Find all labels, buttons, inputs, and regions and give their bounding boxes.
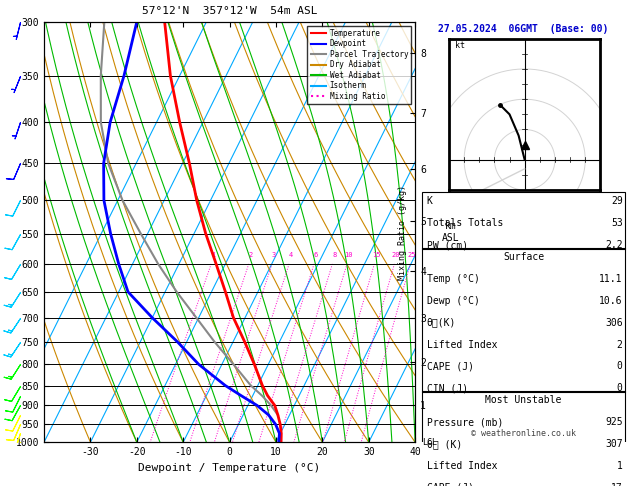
Text: CAPE (J): CAPE (J) <box>426 483 474 486</box>
Text: Lifted Index: Lifted Index <box>426 340 497 349</box>
Text: θᴁ(K): θᴁ(K) <box>426 318 456 328</box>
Text: 25: 25 <box>408 252 416 258</box>
Text: PW (cm): PW (cm) <box>426 240 468 250</box>
Text: Lifted Index: Lifted Index <box>426 461 497 471</box>
Text: 1: 1 <box>211 252 215 258</box>
Text: Surface: Surface <box>503 252 544 262</box>
Text: CAPE (J): CAPE (J) <box>426 362 474 371</box>
Text: 6: 6 <box>314 252 318 258</box>
Text: 2: 2 <box>248 252 253 258</box>
Text: 306: 306 <box>605 318 623 328</box>
Text: LCL: LCL <box>422 438 437 447</box>
Text: Mixing Ratio (g/kg): Mixing Ratio (g/kg) <box>398 185 407 279</box>
Text: 10.6: 10.6 <box>599 296 623 306</box>
Text: 8: 8 <box>332 252 337 258</box>
Text: 0: 0 <box>617 383 623 393</box>
Text: 925: 925 <box>605 417 623 427</box>
Text: 0: 0 <box>617 362 623 371</box>
Text: 4: 4 <box>289 252 293 258</box>
Text: 307: 307 <box>605 439 623 449</box>
X-axis label: Dewpoint / Temperature (°C): Dewpoint / Temperature (°C) <box>138 463 321 473</box>
Text: © weatheronline.co.uk: © weatheronline.co.uk <box>471 429 576 438</box>
Text: kt: kt <box>455 41 465 50</box>
Y-axis label: km
ASL: km ASL <box>442 221 460 243</box>
Bar <box>423 192 625 249</box>
Text: Dewp (°C): Dewp (°C) <box>426 296 479 306</box>
Legend: Temperature, Dewpoint, Parcel Trajectory, Dry Adiabat, Wet Adiabat, Isotherm, Mi: Temperature, Dewpoint, Parcel Trajectory… <box>308 26 411 104</box>
Bar <box>423 391 625 486</box>
Text: 20: 20 <box>392 252 401 258</box>
Text: Temp (°C): Temp (°C) <box>426 274 479 284</box>
Text: 3: 3 <box>272 252 276 258</box>
Text: 17: 17 <box>611 483 623 486</box>
Bar <box>423 248 625 392</box>
Text: 2: 2 <box>617 340 623 349</box>
Text: K: K <box>426 196 433 207</box>
Text: 53: 53 <box>611 218 623 228</box>
Text: CIN (J): CIN (J) <box>426 383 468 393</box>
Text: 15: 15 <box>372 252 381 258</box>
Text: Most Unstable: Most Unstable <box>486 395 562 405</box>
Text: 1: 1 <box>617 461 623 471</box>
Text: 29: 29 <box>611 196 623 207</box>
Text: 10: 10 <box>345 252 353 258</box>
Text: Pressure (mb): Pressure (mb) <box>426 417 503 427</box>
Text: Totals Totals: Totals Totals <box>426 218 503 228</box>
Title: 57°12'N  357°12'W  54m ASL: 57°12'N 357°12'W 54m ASL <box>142 5 318 16</box>
Text: 27.05.2024  06GMT  (Base: 00): 27.05.2024 06GMT (Base: 00) <box>438 24 609 34</box>
Text: θᴁ (K): θᴁ (K) <box>426 439 462 449</box>
Text: 11.1: 11.1 <box>599 274 623 284</box>
Text: 2.2: 2.2 <box>605 240 623 250</box>
